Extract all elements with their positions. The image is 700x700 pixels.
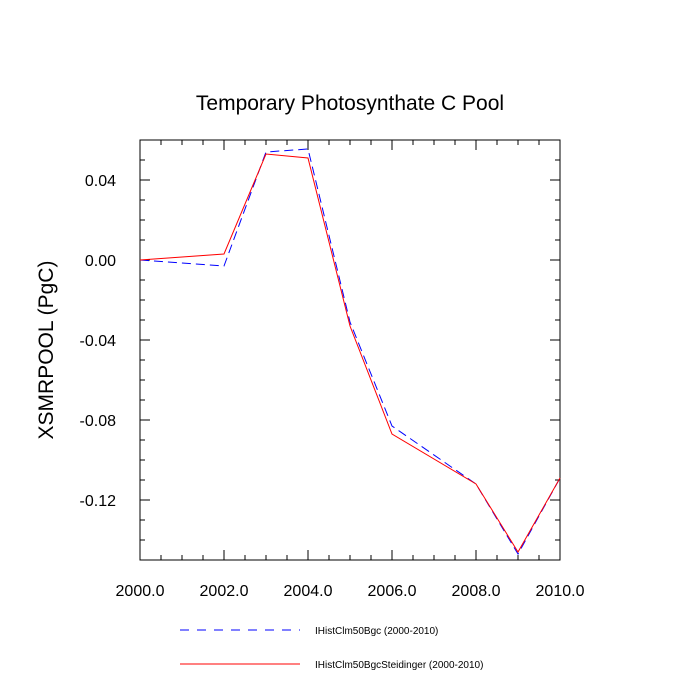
- y-tick-label: 0.00: [85, 253, 116, 270]
- plot-area: 2000.0 2002.0 2004.0 2006.0 2008.0 2010.0 0.04…: [80, 139, 585, 600]
- x-tick-label: 2000.0: [116, 583, 165, 600]
- series-line-1: [139, 148, 561, 556]
- x-tick-label: 2010.0: [536, 583, 585, 600]
- x-tick-label: 2006.0: [368, 583, 417, 600]
- x-tick-label: 2008.0: [452, 583, 501, 600]
- y-tick-label: -0.08: [80, 413, 117, 430]
- series-line-2: [139, 153, 561, 553]
- legend-label-2: IHistClm50BgcSteidinger (2000-2010): [315, 660, 483, 671]
- legend: IHistClm50Bgc (2000-2010) IHistClm50BgcSt…: [180, 626, 483, 671]
- legend-label-1: IHistClm50Bgc (2000-2010): [315, 626, 438, 637]
- y-tick-label: 0.04: [85, 173, 116, 190]
- y-tick-label: -0.04: [80, 333, 117, 350]
- chart-title: Temporary Photosynthate C Pool: [196, 92, 504, 115]
- x-tick-label: 2002.0: [200, 583, 249, 600]
- y-tick-label: -0.12: [80, 493, 117, 510]
- x-tick-label: 2004.0: [284, 583, 333, 600]
- y-axis-label: XSMRPOOL (PgC): [35, 261, 58, 440]
- plot-frame: [139, 139, 561, 561]
